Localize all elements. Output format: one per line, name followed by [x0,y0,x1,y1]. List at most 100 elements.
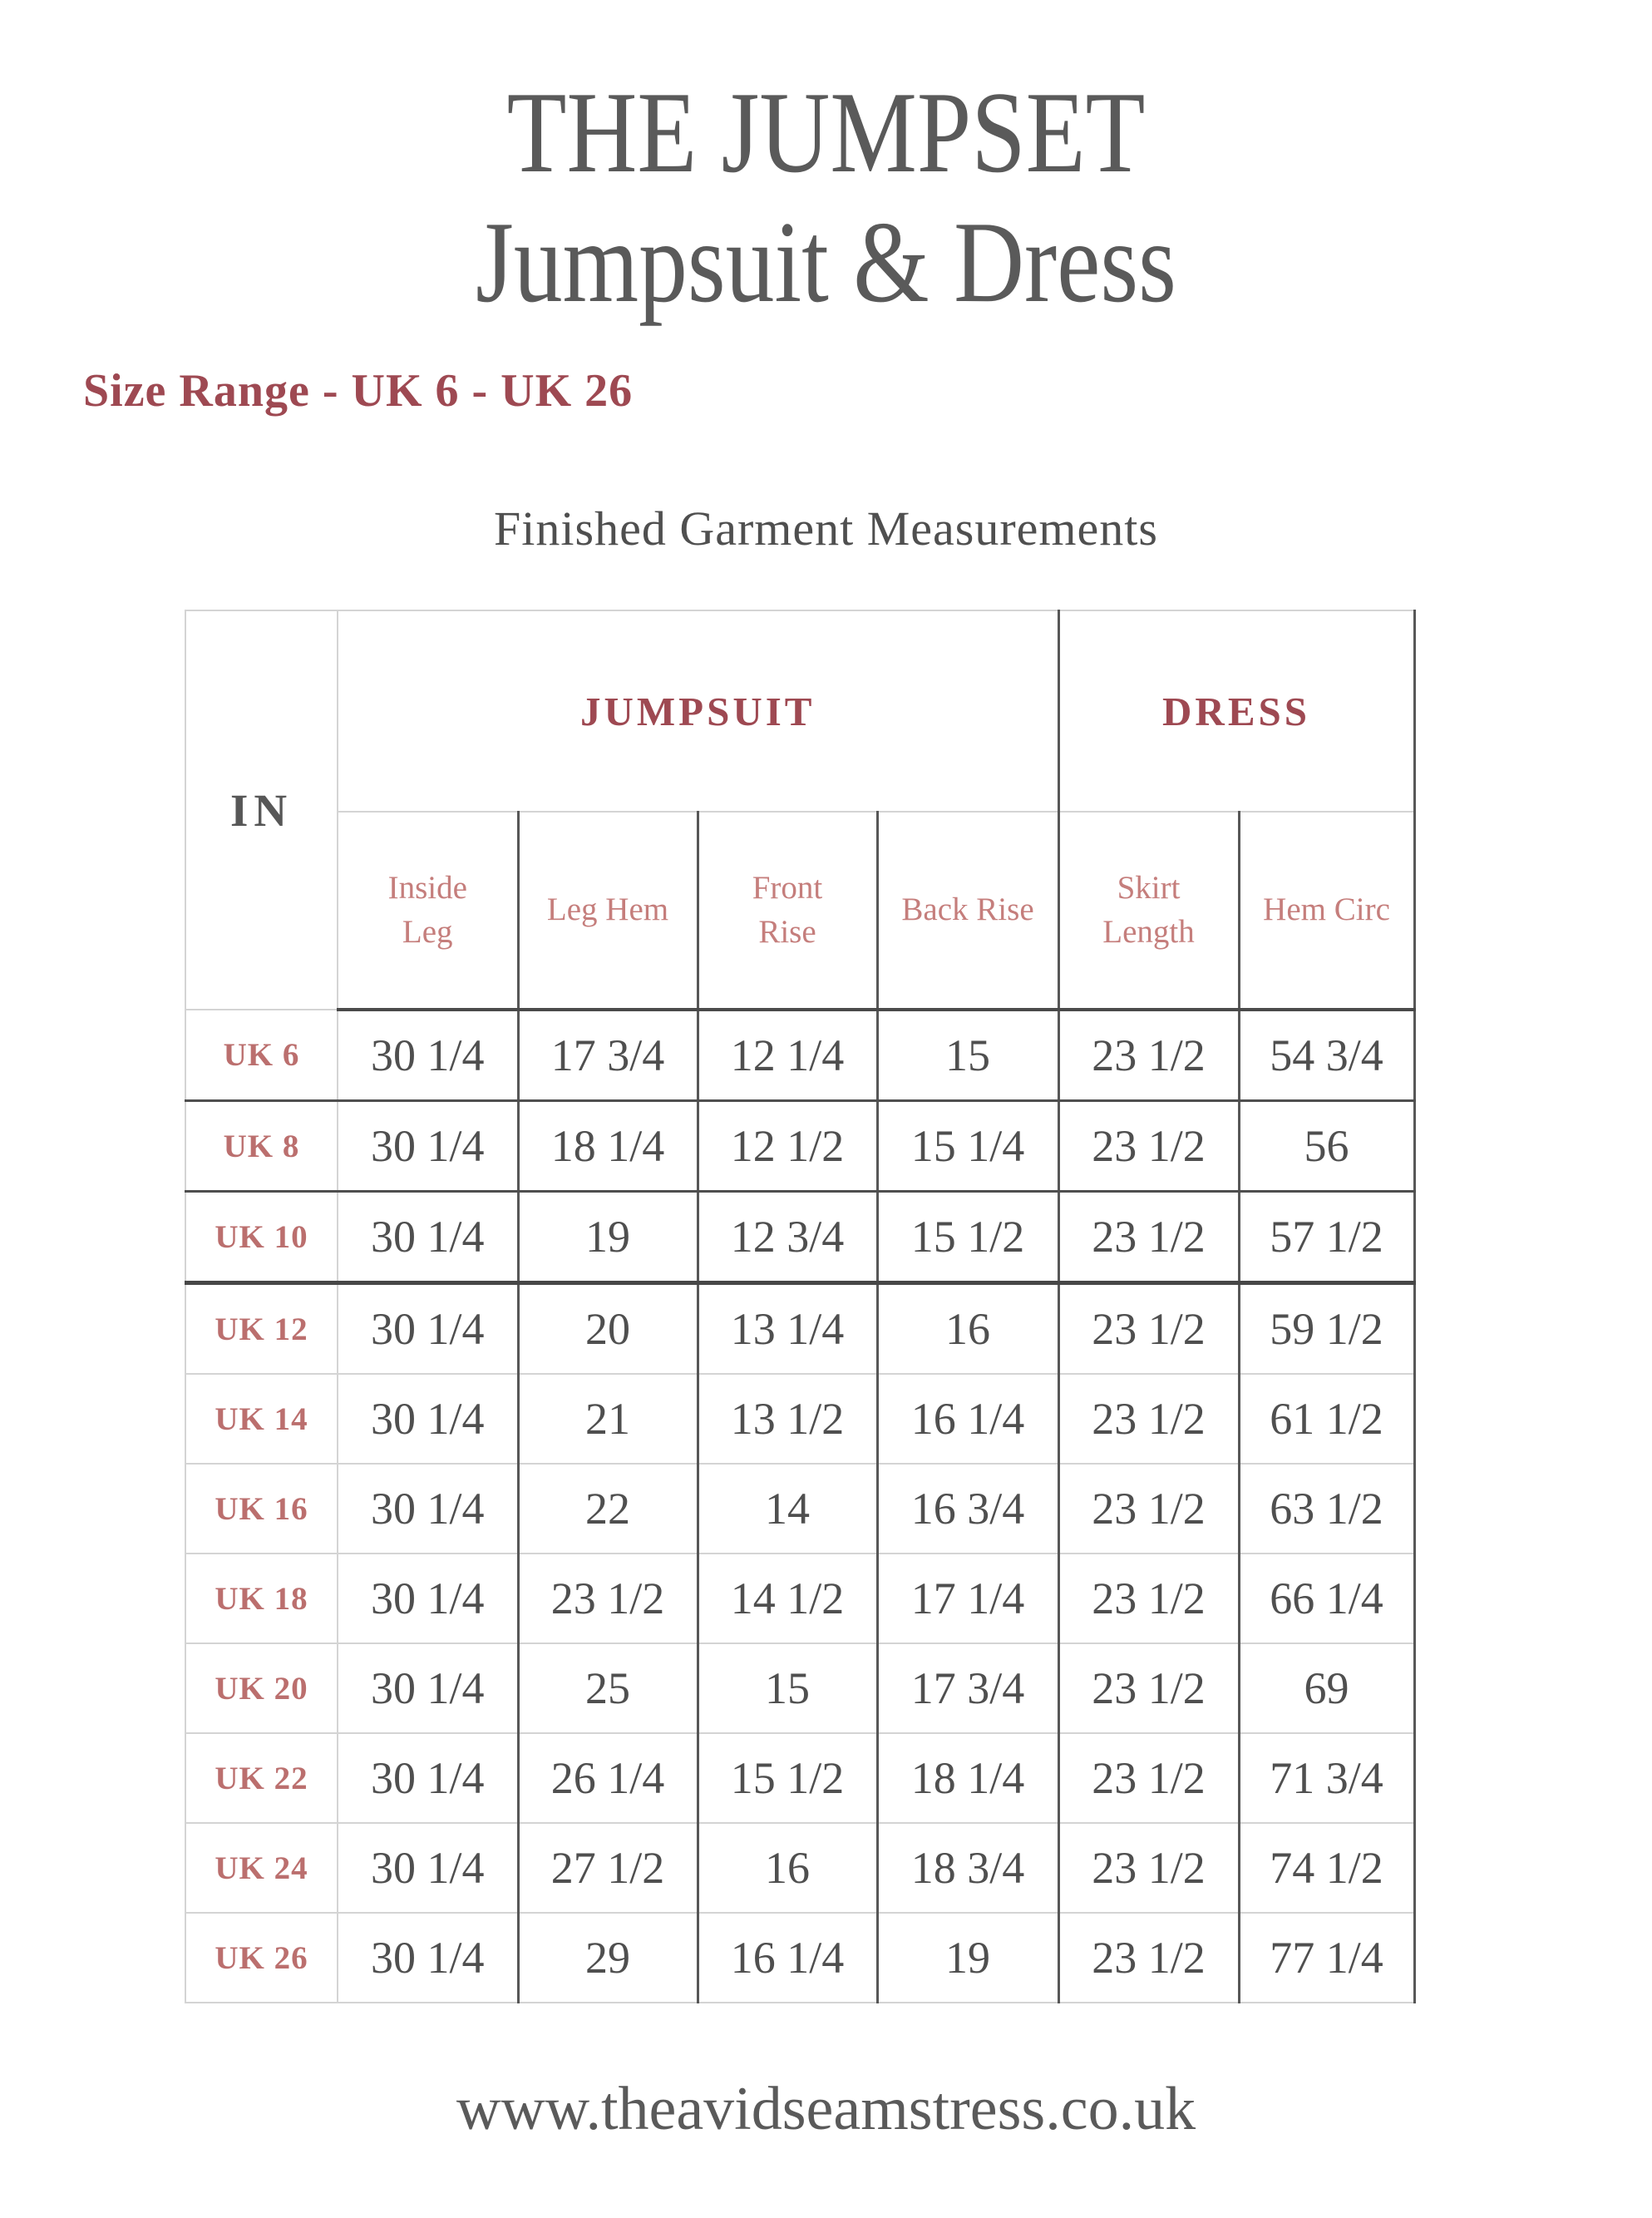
measurement-cell: 17 3/4 [516,1009,698,1102]
measurement-cell: 15 1/2 [696,1732,878,1824]
measurement-cell: 25 [516,1643,698,1734]
measurement-cell: 17 3/4 [875,1643,1060,1734]
size-row: UK 16 30 1/4 22 14 16 3/4 23 1/2 63 1/2 [185,1463,1416,1554]
measurement-cell: 16 1/4 [696,1912,878,2003]
size-row: UK 12 30 1/4 20 13 1/4 16 23 1/2 59 1/2 [185,1282,1416,1375]
measurement-cell: 18 3/4 [875,1822,1060,1914]
measurement-cell: 23 1/2 [1057,1099,1240,1193]
row-size-label: UK 20 [185,1643,338,1734]
measurement-cell: 23 1/2 [1057,1190,1240,1285]
measurement-cell: 16 [875,1282,1060,1375]
col-header-label: Hem Circ [1263,892,1390,928]
measurement-cell: 61 1/2 [1237,1373,1416,1465]
measurement-cell: 23 1/2 [516,1553,698,1644]
row-size-label: UK 12 [185,1282,338,1375]
size-row: UK 10 30 1/4 19 12 3/4 15 1/2 23 1/2 57 1/2 [185,1190,1416,1285]
measurement-cell: 30 1/4 [337,1009,519,1102]
measurement-cell: 30 1/4 [337,1463,519,1554]
table-header: IN JUMPSUIT DRESS Inside Leg Leg Hem Fro… [185,610,1416,1011]
measurement-cell: 74 1/2 [1237,1822,1416,1914]
measurement-cell: 77 1/4 [1237,1912,1416,2003]
size-row: UK 8 30 1/4 18 1/4 12 1/2 15 1/4 23 1/2 56 [185,1099,1416,1193]
col-header-label: Front Rise [752,869,823,950]
measurement-cell: 29 [516,1912,698,2003]
measurement-cell: 16 1/4 [875,1373,1060,1465]
measurement-cell: 13 1/4 [696,1282,878,1375]
measurement-cell: 18 1/4 [875,1732,1060,1824]
measurement-cell: 15 [696,1643,878,1734]
measurements-table: IN JUMPSUIT DRESS Inside Leg Leg Hem Fro… [185,610,1416,2003]
row-size-label: UK 10 [185,1190,338,1285]
col-header-skirt-length: Skirt Length [1057,811,1240,1011]
measurement-cell: 16 3/4 [875,1463,1060,1554]
measurement-cell: 13 1/2 [696,1373,878,1465]
row-size-label: UK 26 [185,1912,338,2003]
measurement-cell: 23 1/2 [1057,1822,1240,1914]
measurement-cell: 17 1/4 [875,1553,1060,1644]
measurement-cell: 19 [875,1912,1060,2003]
measurement-cell: 23 1/2 [1057,1463,1240,1554]
title-line2: Jumpsuit & Dress [476,198,1176,327]
size-row: UK 26 30 1/4 29 16 1/4 19 23 1/2 77 1/4 [185,1912,1416,2003]
measurement-cell: 30 1/4 [337,1822,519,1914]
measurement-cell: 30 1/4 [337,1373,519,1465]
measurement-cell: 69 [1237,1643,1416,1734]
measurement-cell: 30 1/4 [337,1912,519,2003]
page-title: THE JUMPSET Jumpsuit & Dress [132,73,1520,333]
measurement-cell: 14 1/2 [696,1553,878,1644]
measurement-cell: 15 1/4 [875,1099,1060,1193]
col-header-label: Back Rise [901,892,1034,928]
measurement-cell: 30 1/4 [337,1190,519,1285]
table-caption: Finished Garment Measurements [494,501,1158,556]
measurement-cell: 23 1/2 [1057,1553,1240,1644]
footer-url: www.theavidseamstress.co.uk [456,2075,1196,2143]
measurement-cell: 23 1/2 [1057,1009,1240,1102]
size-row: UK 14 30 1/4 21 13 1/2 16 1/4 23 1/2 61 1/2 [185,1373,1416,1465]
group-header-dress: DRESS [1057,610,1416,813]
measurement-cell: 20 [516,1282,698,1375]
measurement-cell: 23 1/2 [1057,1643,1240,1734]
col-header-label: Skirt Length [1102,869,1195,950]
row-size-label: UK 8 [185,1099,338,1193]
measurement-cell: 12 1/4 [696,1009,878,1102]
measurement-cell: 23 1/2 [1057,1373,1240,1465]
size-row: UK 18 30 1/4 23 1/2 14 1/2 17 1/4 23 1/2 66 1… [185,1553,1416,1644]
measurement-cell: 27 1/2 [516,1822,698,1914]
measurement-cell: 63 1/2 [1237,1463,1416,1554]
measurement-cell: 71 3/4 [1237,1732,1416,1824]
unit-label-cell: IN [185,610,338,1010]
size-row: UK 20 30 1/4 25 15 17 3/4 23 1/2 69 [185,1643,1416,1734]
row-size-label: UK 14 [185,1373,338,1465]
measurement-cell: 30 1/4 [337,1643,519,1734]
size-table-body: UK 6 30 1/4 17 3/4 12 1/4 15 23 1/2 54 3/4 UK… [185,1009,1416,2003]
col-header-hem-circ: Hem Circ [1237,811,1416,1011]
measurement-cell: 30 1/4 [337,1553,519,1644]
measurement-cell: 18 1/4 [516,1099,698,1193]
measurement-cell: 30 1/4 [337,1732,519,1824]
size-range-heading: Size Range - UK 6 - UK 26 [83,365,634,417]
col-header-leg-hem: Leg Hem [516,811,698,1011]
col-header-label: Leg Hem [546,892,669,928]
measurement-cell: 19 [516,1190,698,1285]
measurement-cell: 30 1/4 [337,1282,519,1375]
measurement-cell: 21 [516,1373,698,1465]
measurement-cell: 23 1/2 [1057,1282,1240,1375]
measurement-cell: 54 3/4 [1237,1009,1416,1102]
measurement-cell: 22 [516,1463,698,1554]
measurement-cell: 14 [696,1463,878,1554]
measurement-cell: 66 1/4 [1237,1553,1416,1644]
row-size-label: UK 22 [185,1732,338,1824]
size-row: UK 22 30 1/4 26 1/4 15 1/2 18 1/4 23 1/2 71 3… [185,1732,1416,1824]
measurement-cell: 15 1/2 [875,1190,1060,1285]
group-header-row: IN JUMPSUIT DRESS [185,610,1416,1010]
col-header-label: Inside Leg [387,869,467,950]
size-row: UK 24 30 1/4 27 1/2 16 18 3/4 23 1/2 74 1/2 [185,1822,1416,1914]
column-header-row: Inside Leg Leg Hem Front Rise Back Rise … [185,811,1416,1011]
title-line1: THE JUMPSET [506,68,1146,197]
measurement-cell: 16 [696,1822,878,1914]
group-header-jumpsuit: JUMPSUIT [336,610,1060,813]
measurement-cell: 12 3/4 [696,1190,878,1285]
col-header-back-rise: Back Rise [875,811,1060,1011]
row-size-label: UK 6 [185,1009,338,1102]
